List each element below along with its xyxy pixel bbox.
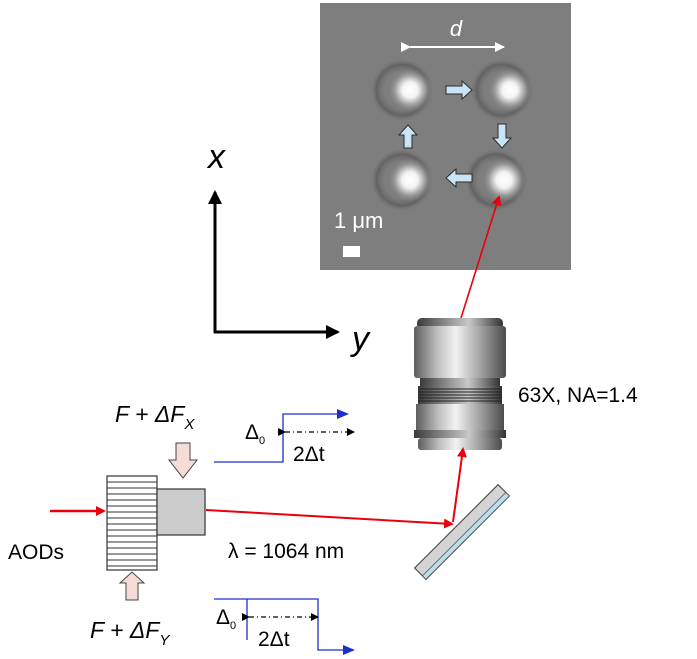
- drive-x-subscript: X: [183, 416, 195, 433]
- motion-arrow-right: [445, 79, 473, 101]
- mirror: [413, 483, 511, 581]
- objective-label: 63X, NA=1.4: [518, 384, 638, 407]
- laser-beam: [50, 195, 502, 529]
- timing-diagram-y: Δ0 2Δt: [214, 598, 355, 655]
- beam-to-sample: [460, 195, 502, 319]
- trap-spot-bottom-left: [370, 148, 434, 212]
- trap-spot-bottom-right: [464, 148, 528, 212]
- rf-input-y-arrow: [118, 571, 146, 601]
- beam-to-mirror: [205, 509, 454, 529]
- motion-arrow-down: [491, 123, 513, 149]
- wavelength-label: λ = 1064 nm: [228, 540, 344, 563]
- scale-bar: [343, 246, 360, 257]
- trap-spot-top-left: [370, 58, 434, 122]
- drive-x-label: F + ΔFX: [115, 401, 195, 433]
- motion-arrow-left: [445, 167, 473, 189]
- coordinate-axes: x y: [206, 138, 371, 358]
- timing-x-offset-label: Δ0: [245, 421, 265, 447]
- timing-x-interval-label: 2Δt: [293, 443, 325, 466]
- rf-input-x-arrow: [167, 442, 199, 479]
- x-axis-label: x: [206, 138, 226, 176]
- trap-spot-top-right: [470, 58, 534, 122]
- timing-x-signal: [214, 409, 349, 463]
- motion-arrow-up: [397, 124, 419, 149]
- aod-striped-crystal: [106, 475, 158, 571]
- micrograph: d 1 μm: [320, 3, 571, 270]
- drive-y-subscript: Y: [159, 632, 170, 649]
- timing-y-signal: [214, 598, 355, 655]
- objective-lens: [414, 318, 506, 450]
- scale-bar-label: 1 μm: [334, 208, 383, 233]
- aod-gray-crystal: [156, 488, 206, 536]
- objective-knurl: [418, 386, 502, 404]
- timing-y-offset-label: Δ0: [216, 606, 236, 632]
- timing-y-interval-label: 2Δt: [258, 628, 290, 651]
- timing-diagram-x: Δ0 2Δt: [214, 409, 355, 466]
- spacing-label: d: [450, 16, 463, 41]
- y-axis-label: y: [350, 320, 371, 358]
- aod-device: [106, 475, 206, 571]
- beam-to-objective: [452, 447, 467, 523]
- aods-label: AODs: [8, 541, 64, 564]
- drive-y-label: F + ΔFY: [90, 617, 170, 649]
